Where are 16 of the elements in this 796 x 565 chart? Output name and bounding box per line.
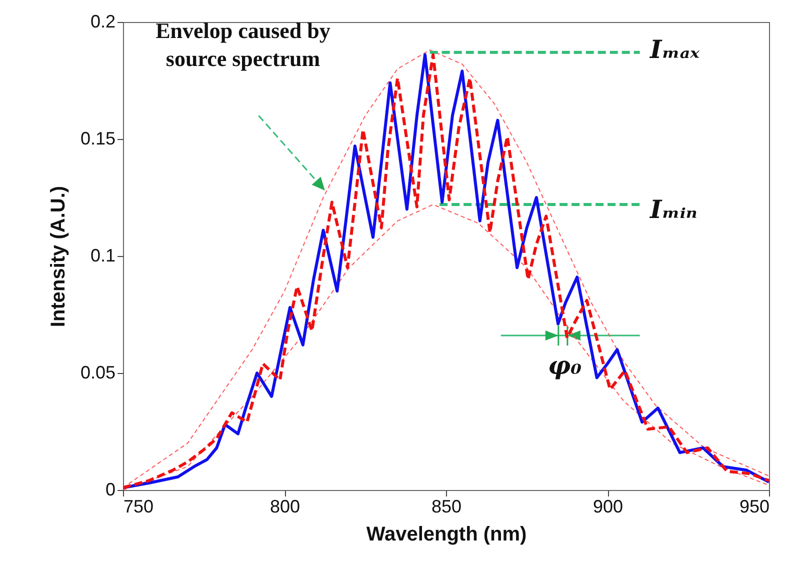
y-tick-label: 0 <box>105 480 116 500</box>
x-tick-label: 800 <box>270 496 300 516</box>
x-tick-label: 950 <box>739 496 770 516</box>
y-axis-title: Intensity (A.U.) <box>47 186 70 328</box>
x-axis-title: Wavelength (nm) <box>366 524 527 546</box>
x-tick-label: 850 <box>431 496 462 516</box>
annotation: φ₀ <box>548 351 582 380</box>
y-tick-label: 0.1 <box>90 246 116 266</box>
y-tick-label: 0.05 <box>80 362 116 382</box>
annotation: Envelop caused by source spectrum <box>154 17 332 73</box>
annotation: Iₘₐₓ <box>650 35 700 64</box>
x-tick-label: 750 <box>124 496 154 516</box>
y-tick-label: 0.2 <box>90 12 116 32</box>
annotation: Iₘᵢₙ <box>650 195 698 224</box>
x-tick-label: 900 <box>592 496 624 516</box>
y-tick-label: 0.15 <box>80 128 116 148</box>
